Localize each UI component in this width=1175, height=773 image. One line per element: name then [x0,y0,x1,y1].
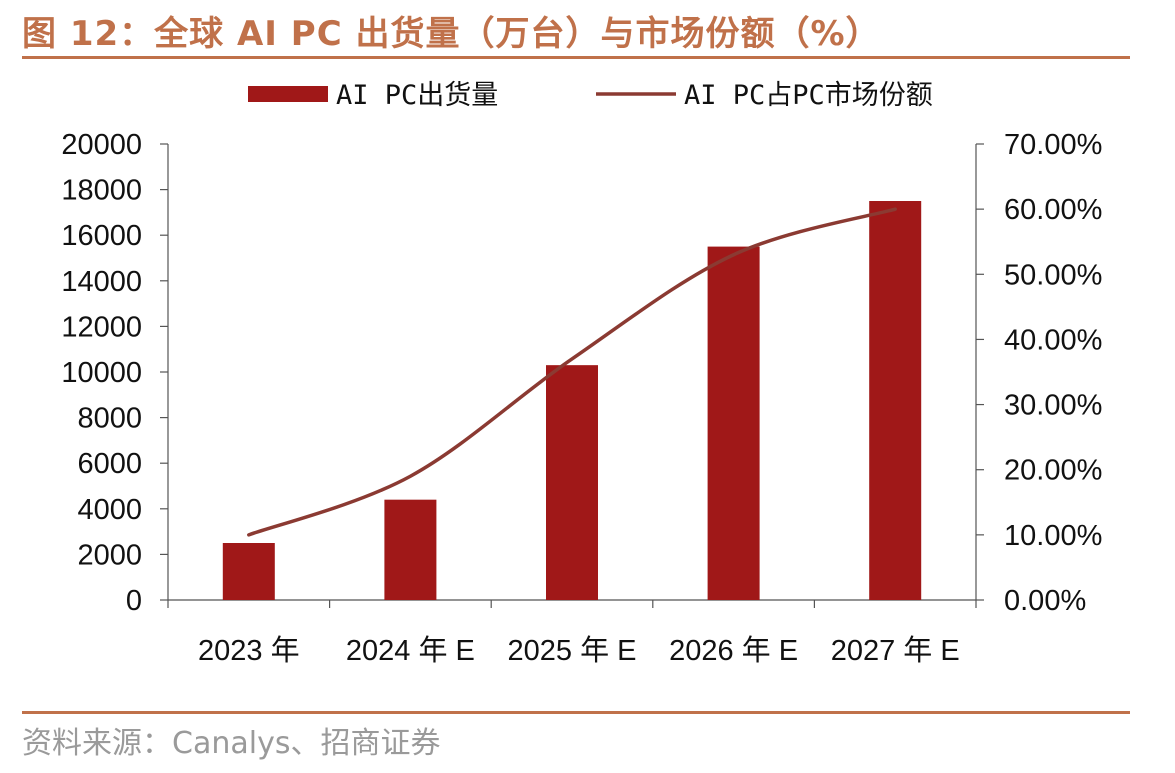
figure-title: 图 12：全球 AI PC 出货量（万台）与市场份额（%） [22,14,881,54]
left-tick-label: 14000 [61,266,142,298]
right-tick-label: 10.00% [1004,520,1102,552]
bar-shipments [869,201,922,600]
left-tick-label: 12000 [61,311,142,343]
source-divider [22,711,1130,714]
left-tick-label: 10000 [61,357,142,389]
right-tick-label: 30.00% [1004,390,1102,422]
legend: AI PC出货量 AI PC占PC市场份额 [248,80,933,111]
legend-label-market-share: AI PC占PC市场份额 [684,80,933,111]
share-line [247,207,897,537]
left-tick-label: 16000 [61,220,142,252]
x-tick-label: 2025 年 E [508,634,637,667]
legend-label-shipments: AI PC出货量 [336,80,498,111]
bar-shipments [707,246,760,600]
left-tick-label: 20000 [61,129,142,161]
bar-shipments [222,543,275,600]
legend-swatch-shipments [248,86,328,102]
source-note: 资料来源：Canalys、招商证券 [22,726,441,761]
title-divider [22,56,1130,59]
x-tick-label: 2027 年 E [831,634,960,667]
line-market-share [247,207,897,537]
x-tick-label: 2023 年 [198,634,300,667]
left-tick-label: 4000 [77,494,142,526]
left-tick-label: 6000 [77,448,142,480]
right-tick-label: 50.00% [1004,259,1102,291]
bar-shipments [546,365,598,600]
tick-labels: 0 2000 4000 6000 8000 10000 12000 14000 16000 180… [61,129,1102,667]
left-tick-label: 18000 [61,175,142,207]
right-tick-label: 20.00% [1004,455,1102,487]
bar-shipments [384,499,437,600]
right-tick-label: 40.00% [1004,324,1102,356]
left-tick-label: 8000 [77,403,142,435]
right-tick-label: 70.00% [1004,129,1102,161]
x-tick-label: 2026 年 E [669,634,798,667]
left-tick-label: 2000 [77,539,142,571]
bars [222,201,922,600]
right-tick-label: 0.00% [1004,585,1086,617]
x-tick-label: 2024 年 E [346,634,475,667]
right-tick-label: 60.00% [1004,194,1102,226]
left-tick-label: 0 [126,585,142,617]
